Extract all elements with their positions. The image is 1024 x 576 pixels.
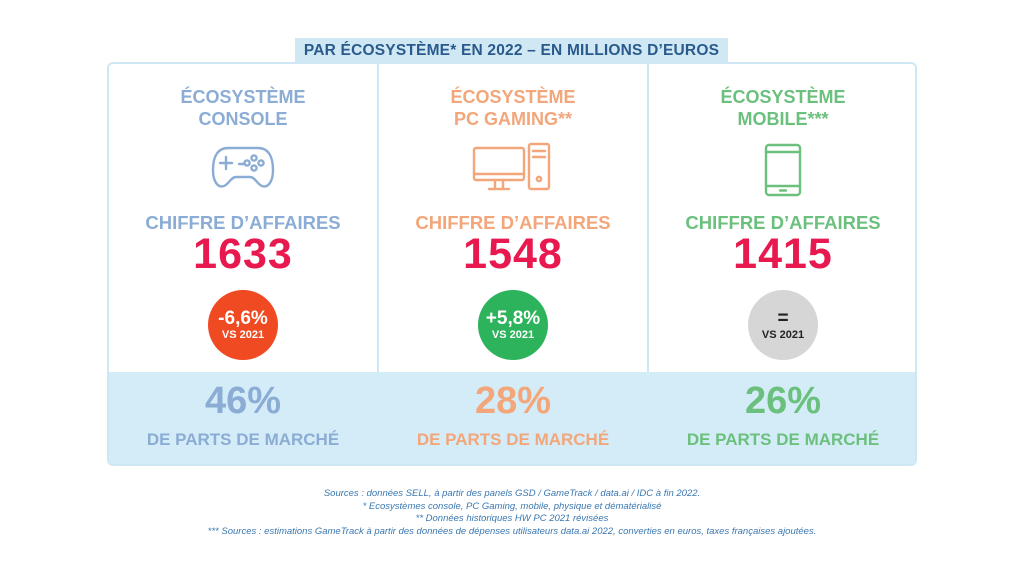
footnote-ecosystems: * Ecosystèmes console, PC Gaming, mobile… <box>362 500 662 512</box>
mobile-column: ÉCOSYSTÈME MOBILE*** CHIFFRE D’AFFAIRES … <box>649 64 915 464</box>
column-divider <box>647 64 649 372</box>
revenue-value: 1415 <box>733 230 833 278</box>
market-share-label: DE PARTS DE MARCHÉ <box>686 430 880 449</box>
pc-gaming-column: ÉCOSYSTÈME PC GAMING** CHIFFRE D’AFFAIRE… <box>379 64 647 464</box>
change-badge: = VS 2021 <box>748 290 818 360</box>
desktop-pc-icon <box>379 142 647 204</box>
ecosystem-panel: ÉCOSYSTÈME CONSOLE CHIFFRE D’AFFAIRES 16… <box>107 62 917 466</box>
revenue-label: CHIFFRE D’AFFAIRES <box>685 212 881 233</box>
market-share-label: DE PARTS DE MARCHÉ <box>146 430 340 449</box>
page-title: PAR ÉCOSYSTÈME* EN 2022 – EN MILLIONS D’… <box>295 38 728 64</box>
gamepad-icon <box>109 142 377 204</box>
revenue-value: 1548 <box>463 230 563 278</box>
market-share-value: 26% <box>744 380 822 422</box>
change-badge: -6,6% VS 2021 <box>208 290 278 360</box>
footnote-mobile-sources: *** Sources : estimations GameTrack à pa… <box>207 525 817 537</box>
smartphone-icon <box>649 142 915 204</box>
revenue-label: CHIFFRE D’AFFAIRES <box>145 212 341 233</box>
footnotes: Sources : données SELL, à partir des pan… <box>0 488 1024 538</box>
market-share-label: DE PARTS DE MARCHÉ <box>416 430 610 449</box>
footnote-pc-history: ** Données historiques HW PC 2021 révisé… <box>415 513 609 524</box>
revenue-label: CHIFFRE D’AFFAIRES <box>415 212 611 233</box>
market-share-value: 46% <box>204 380 282 422</box>
market-share-band <box>109 372 915 464</box>
revenue-value: 1633 <box>193 230 293 278</box>
ecosystem-title: ÉCOSYSTÈME PC GAMING** <box>450 87 576 129</box>
market-share-value: 28% <box>474 380 552 422</box>
column-divider <box>377 64 379 372</box>
footnote-sources: Sources : données SELL, à partir des pan… <box>323 488 701 499</box>
ecosystem-title: ÉCOSYSTÈME CONSOLE <box>180 87 306 129</box>
ecosystem-title: ÉCOSYSTÈME MOBILE*** <box>720 87 846 129</box>
change-badge: +5,8% VS 2021 <box>478 290 548 360</box>
console-column: ÉCOSYSTÈME CONSOLE CHIFFRE D’AFFAIRES 16… <box>109 64 377 464</box>
